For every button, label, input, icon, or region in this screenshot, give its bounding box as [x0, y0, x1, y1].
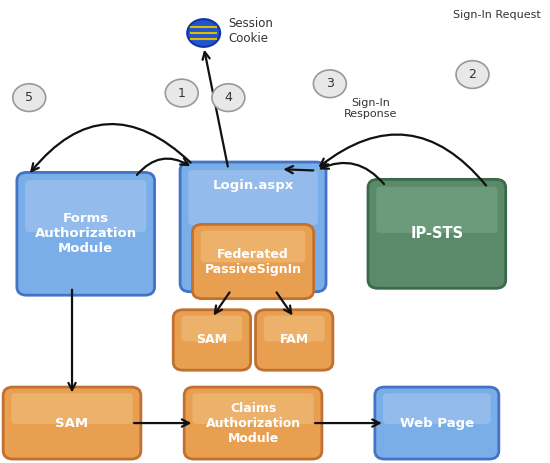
Text: Login.aspx: Login.aspx — [212, 179, 294, 192]
FancyBboxPatch shape — [192, 394, 314, 424]
FancyBboxPatch shape — [264, 316, 324, 342]
Circle shape — [166, 79, 198, 107]
Text: SAM: SAM — [56, 417, 89, 430]
Text: 1: 1 — [178, 87, 186, 100]
FancyBboxPatch shape — [383, 394, 491, 424]
Circle shape — [314, 70, 346, 98]
Circle shape — [212, 84, 245, 112]
Text: 4: 4 — [224, 91, 232, 104]
Text: Federated
PassiveSignIn: Federated PassiveSignIn — [205, 248, 301, 275]
Text: FAM: FAM — [279, 333, 309, 346]
Text: Sign-In
Response: Sign-In Response — [344, 98, 397, 119]
FancyBboxPatch shape — [201, 231, 305, 263]
FancyBboxPatch shape — [368, 179, 505, 288]
Text: Session
Cookie: Session Cookie — [228, 17, 273, 45]
FancyBboxPatch shape — [3, 387, 141, 459]
Text: Claims
Authorization
Module: Claims Authorization Module — [206, 401, 301, 444]
Circle shape — [13, 84, 46, 112]
Text: SAM: SAM — [196, 333, 227, 346]
FancyBboxPatch shape — [173, 310, 251, 370]
FancyBboxPatch shape — [256, 310, 333, 370]
FancyBboxPatch shape — [182, 316, 243, 342]
FancyBboxPatch shape — [25, 180, 146, 232]
Text: 3: 3 — [326, 77, 334, 90]
FancyBboxPatch shape — [375, 387, 499, 459]
FancyBboxPatch shape — [192, 225, 314, 299]
Text: 5: 5 — [25, 91, 33, 104]
Text: Forms
Authorization
Module: Forms Authorization Module — [35, 213, 137, 255]
Text: 2: 2 — [469, 68, 476, 81]
FancyBboxPatch shape — [180, 162, 326, 292]
FancyBboxPatch shape — [184, 387, 322, 459]
FancyBboxPatch shape — [17, 172, 155, 295]
FancyBboxPatch shape — [188, 170, 318, 225]
Text: IP-STS: IP-STS — [410, 226, 464, 241]
FancyBboxPatch shape — [376, 187, 497, 233]
Text: Web Page: Web Page — [400, 417, 474, 430]
Circle shape — [456, 61, 489, 88]
Text: Sign-In Request: Sign-In Request — [453, 10, 541, 20]
FancyBboxPatch shape — [12, 394, 133, 424]
Circle shape — [187, 19, 220, 47]
